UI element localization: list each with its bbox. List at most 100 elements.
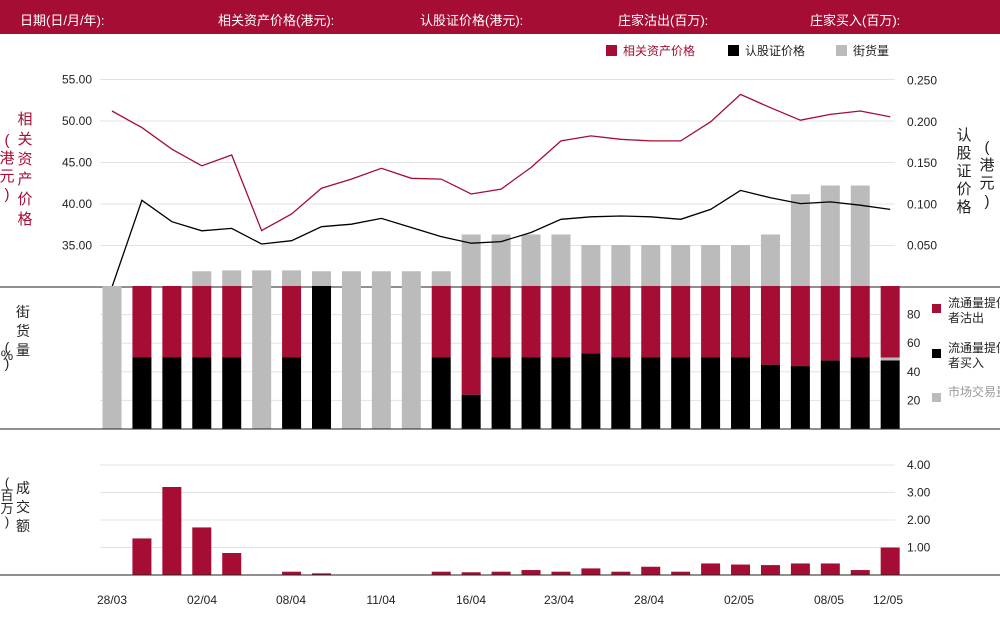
street-volume-bar: [341, 271, 361, 287]
street-volume-bar: [641, 245, 661, 287]
turnover-bar: [760, 565, 780, 575]
turnover-bar: [312, 573, 332, 575]
market-volume-bar: [401, 286, 421, 429]
x-tick-label: 28/03: [97, 593, 127, 607]
dealer-sell-bar: [521, 286, 541, 358]
turnover-bar: [132, 538, 152, 575]
right-tick-label: 0.200: [907, 115, 937, 129]
street-volume-bar: [312, 271, 332, 287]
svg-text:元: 元: [979, 175, 994, 192]
market-volume-bar: [252, 286, 272, 429]
svg-text:证: 证: [956, 163, 971, 180]
pct-tick-label: 20: [907, 393, 921, 407]
svg-text:格: 格: [17, 211, 32, 228]
legend-swatch: [932, 393, 941, 402]
street-volume-bar: [611, 245, 631, 287]
dealer-sell-bar: [850, 286, 870, 358]
dealer-buy-bar: [641, 357, 661, 429]
svg-text:港: 港: [979, 157, 994, 174]
left-tick-label: 55.00: [62, 73, 92, 87]
legend-label: 流通量提供者沽出: [948, 295, 1000, 325]
legend-label: 认股证价格: [745, 43, 805, 58]
dealer-sell-bar: [820, 286, 840, 361]
svg-text:格: 格: [956, 199, 971, 216]
svg-text:货: 货: [16, 323, 30, 339]
svg-text:): ): [5, 186, 10, 203]
market-volume-bar: [102, 286, 122, 429]
turnover-bar: [282, 571, 302, 575]
street-volume-bar: [521, 234, 541, 287]
dealer-sell-bar: [551, 286, 571, 358]
turnover-bar: [790, 563, 810, 575]
legend-label: 相关资产价格: [623, 43, 695, 58]
x-tick-label: 12/05: [873, 593, 903, 607]
turnover-tick-label: 3.00: [907, 486, 931, 500]
svg-text:街: 街: [16, 304, 30, 320]
turnover-bar: [671, 571, 691, 575]
turnover-bar: [192, 527, 212, 575]
svg-text:额: 额: [16, 518, 30, 534]
x-tick-label: 11/04: [366, 593, 395, 607]
turnover-tick-label: 2.00: [907, 513, 931, 527]
street-volume-bar: [671, 245, 691, 287]
left-tick-label: 35.00: [62, 239, 92, 253]
left-tick-label: 45.00: [62, 156, 92, 170]
market-volume-bar: [341, 286, 361, 429]
svg-text:交: 交: [16, 499, 30, 515]
legend-swatch: [932, 304, 941, 313]
dealer-buy-bar: [701, 357, 721, 429]
turnover-bar: [162, 487, 182, 575]
street-volume-bar: [790, 194, 810, 287]
dealer-buy-bar: [521, 357, 541, 429]
svg-text:元: 元: [0, 168, 15, 185]
x-tick-label: 02/04: [187, 593, 217, 607]
svg-text:): ): [985, 193, 990, 210]
svg-text:百: 百: [0, 488, 13, 503]
dealer-buy-bar: [282, 357, 302, 429]
street-volume-bar: [491, 234, 511, 287]
turnover-axis-title: 成交额: [16, 480, 30, 534]
street-volume-bar: [850, 185, 870, 287]
dealer-sell-bar: [671, 286, 691, 358]
dealer-buy-bar: [760, 364, 780, 429]
svg-text:(: (: [5, 132, 10, 149]
street-volume-bar: [401, 271, 421, 287]
dealer-sell-bar: [641, 286, 661, 358]
svg-text:成: 成: [16, 480, 30, 496]
turnover-tick-label: 1.00: [907, 541, 931, 555]
x-tick-label: 08/05: [814, 593, 844, 607]
svg-text:价: 价: [956, 181, 971, 198]
dealer-buy-bar: [611, 357, 631, 429]
svg-text:): ): [5, 514, 9, 529]
underlying-price-label: 相关资产价格(港元):: [218, 13, 335, 28]
street-volume-bar: [461, 234, 481, 287]
svg-text:%: %: [1, 347, 13, 363]
turnover-bar: [551, 571, 571, 575]
svg-text:量: 量: [16, 342, 30, 358]
dealer-buy-bar: [192, 357, 212, 429]
street-volume-bar: [551, 234, 571, 287]
turnover-bar: [581, 568, 601, 575]
svg-text:价: 价: [17, 191, 32, 208]
right-axis-title: 认股证价格: [956, 127, 971, 216]
turnover-bar: [731, 564, 751, 575]
market-volume-bar: [371, 286, 391, 429]
dealer-buy-bar: [581, 353, 601, 429]
street-volume-bar: [222, 270, 242, 287]
svg-text:(: (: [985, 139, 990, 156]
street-volume-bar: [431, 271, 451, 287]
dealer-buy-bar: [132, 357, 152, 429]
turnover-bar: [431, 571, 451, 575]
dealer-sell-bar: [461, 286, 481, 395]
dealer-buy-bar: [671, 357, 691, 429]
street-volume-bar: [371, 271, 391, 287]
turnover-bar: [850, 570, 870, 575]
dealer-buy-bar: [222, 357, 242, 429]
dealer-buy-bar: [491, 357, 511, 429]
dealer-sell-bar: [132, 286, 152, 358]
turnover-bar: [641, 566, 661, 575]
dealer-buy-label: 庄家买入(百万):: [810, 13, 901, 28]
dealer-sell-bar: [790, 286, 810, 367]
dealer-sell-bar: [880, 286, 900, 358]
